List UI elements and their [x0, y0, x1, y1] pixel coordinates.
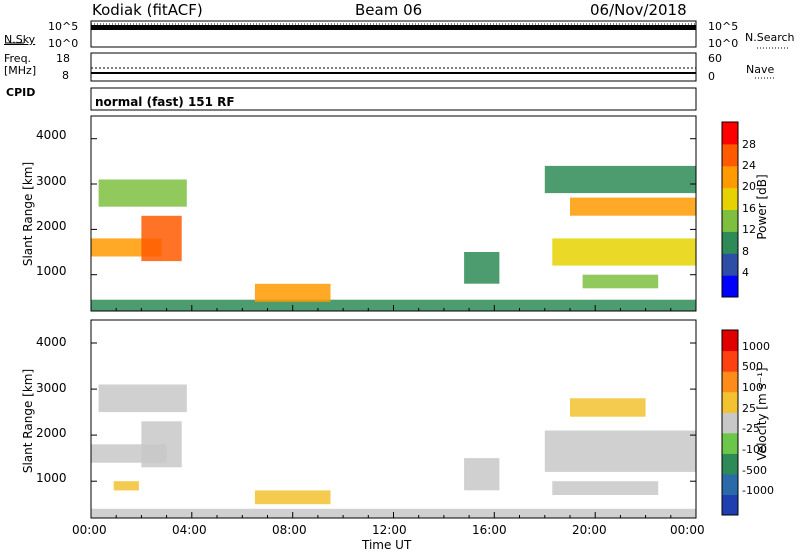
- colorbar-swatch: [722, 432, 738, 454]
- power-ytick-3000: 3000: [36, 174, 67, 188]
- heatmap-region: [98, 179, 187, 207]
- vel-cbar-tick-1000: 1000: [742, 340, 770, 353]
- heatmap-region: [464, 458, 500, 491]
- colorbar-swatch: [722, 391, 738, 413]
- nave-label: Nave: [746, 63, 775, 76]
- heatmap-region: [552, 238, 696, 266]
- vel-cbar-tick-neg100: -100: [742, 443, 767, 456]
- freq-label: Freq.: [4, 52, 32, 65]
- colorbar-swatch: [722, 231, 738, 254]
- heatmap-region: [570, 197, 696, 216]
- colorbar-frame: [721, 329, 739, 516]
- vel-cbar-tick-25: 25: [742, 402, 756, 415]
- xtick-0000: 00:00: [72, 523, 107, 537]
- xtick-0400: 04:00: [172, 523, 207, 537]
- heatmap-region: [570, 398, 646, 417]
- velocity-heatmap: [91, 384, 697, 518]
- heatmap-region: [98, 384, 187, 413]
- nsearch-label: N.Search: [745, 31, 795, 44]
- velocity-colorbar: [721, 329, 739, 516]
- nsearch-tick-top: 10^5: [708, 20, 739, 33]
- vel-cbar-tick-100: 100: [742, 381, 763, 394]
- nsky-trace: [91, 25, 696, 30]
- xtick-0800: 08:00: [272, 523, 307, 537]
- freq-tick-top: 18: [56, 52, 70, 65]
- colorbar-swatch: [722, 350, 738, 372]
- vel-cbar-tick-neg500: -500: [742, 464, 767, 477]
- colorbar-swatch: [722, 494, 738, 516]
- heatmap-region: [544, 165, 697, 194]
- power-cbar-tick-12: 12: [742, 223, 756, 236]
- xtick-2000: 20:00: [572, 523, 607, 537]
- heatmap-region: [254, 490, 331, 505]
- xtick-1600: 16:00: [472, 523, 507, 537]
- velocity-ytick-1000: 1000: [36, 471, 67, 485]
- nsearch-tick-bottom: 10^0: [708, 37, 739, 50]
- colorbar-swatch: [722, 275, 738, 298]
- freq-unit: [MHz]: [4, 64, 37, 77]
- freq-trace: [91, 72, 696, 74]
- nsky-frame: [90, 20, 697, 48]
- nsky-tick-bottom: 10^0: [48, 37, 79, 50]
- velocity-ytick-4000: 4000: [36, 335, 67, 349]
- colorbar-swatch: [722, 122, 738, 145]
- colorbar-swatch: [722, 371, 738, 393]
- nsky-strip: [5, 20, 790, 49]
- power-heatmap: [91, 165, 697, 311]
- heatmap-region: [552, 481, 659, 495]
- heatmap-region: [254, 283, 331, 302]
- colorbar-swatch: [722, 473, 738, 495]
- power-cbar-tick-24: 24: [742, 159, 756, 172]
- heatmap-region: [464, 252, 500, 284]
- power-ytick-4000: 4000: [36, 128, 67, 142]
- colorbar-swatch: [722, 187, 738, 210]
- nsky-tick-top: 10^5: [48, 20, 79, 33]
- heatmap-region: [582, 274, 659, 289]
- cpid-label: CPID: [6, 86, 36, 99]
- power-ytick-1000: 1000: [36, 264, 67, 278]
- colorbar-swatch: [722, 253, 738, 276]
- date-title: 06/Nov/2018: [590, 1, 687, 19]
- xaxis-label: Time UT: [362, 538, 412, 552]
- beam-title: Beam 06: [355, 1, 423, 19]
- cpid-frame: [90, 87, 697, 111]
- power-cbar-tick-16: 16: [742, 202, 756, 215]
- freq-strip: [90, 52, 775, 82]
- colorbar-frame: [721, 121, 739, 298]
- axis-ticks: [90, 138, 697, 518]
- nave-tick-bottom: 0: [708, 70, 715, 83]
- colorbar-swatch: [722, 330, 738, 352]
- velocity-ytick-3000: 3000: [36, 381, 67, 395]
- freq-tick-bottom: 8: [62, 69, 69, 82]
- power-cbar-tick-20: 20: [742, 180, 756, 193]
- colorbar-swatch: [722, 165, 738, 189]
- heatmap-region: [141, 421, 182, 468]
- colorbar-swatch: [722, 412, 738, 434]
- colorbar-swatch: [722, 209, 738, 232]
- nave-tick-top: 60: [708, 52, 722, 65]
- power-cbar-tick-8: 8: [742, 245, 749, 258]
- vel-cbar-tick-neg1000: -1000: [742, 484, 774, 497]
- power-cbar-tick-4: 4: [742, 266, 749, 279]
- power-ytick-2000: 2000: [36, 219, 67, 233]
- colorbar-swatch: [722, 143, 738, 167]
- vel-cbar-tick-neg25: -25: [742, 422, 760, 435]
- heatmap-region: [141, 215, 182, 262]
- freq-frame: [90, 52, 697, 82]
- heatmap-region: [113, 481, 139, 491]
- velocity-ytick-2000: 2000: [36, 426, 67, 440]
- vel-cbar-tick-500: 500: [742, 360, 763, 373]
- station-title: Kodiak (fitACF): [92, 1, 203, 19]
- colorbar-swatch: [722, 453, 738, 475]
- xtick-1200: 12:00: [372, 523, 407, 537]
- cpid-text: normal (fast) 151 RF: [95, 95, 235, 109]
- xtick-2400: 00:00: [670, 523, 705, 537]
- heatmap-region: [544, 430, 697, 472]
- power-colorbar: [721, 121, 739, 298]
- power-cbar-tick-28: 28: [742, 138, 756, 151]
